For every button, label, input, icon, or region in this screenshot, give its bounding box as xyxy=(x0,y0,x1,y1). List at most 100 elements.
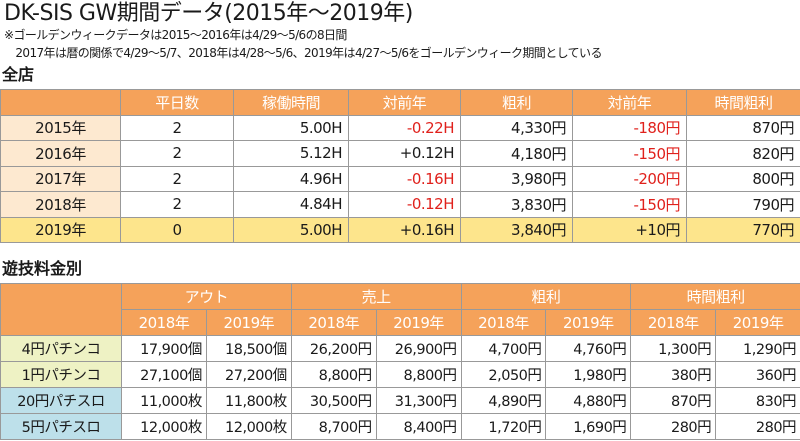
year-header: 2019年 xyxy=(715,309,800,336)
table-cell: 4,700円 xyxy=(460,335,547,362)
table-cell: 360円 xyxy=(715,361,800,388)
table-cell: 2 xyxy=(120,165,234,192)
all-stores-heading: 全店 xyxy=(2,65,35,84)
table-cell: -0.12H xyxy=(348,191,461,218)
table-row: 2018年 2 4.84H -0.12H 3,830円 -150円 790円 xyxy=(0,191,800,218)
table-cell: +0.12H xyxy=(348,140,461,167)
column-header: 対前年 xyxy=(572,89,687,116)
column-header: 稼働時間 xyxy=(233,89,349,116)
table-cell: 8,700円 xyxy=(290,413,377,440)
year-header: 2018年 xyxy=(290,309,377,336)
table-cell: -180円 xyxy=(572,114,687,141)
table-cell: 0 xyxy=(120,216,234,243)
table-cell: 820円 xyxy=(686,140,800,167)
table-row: 5円パチスロ 12,000枚 12,000枚 8,700円 8,400円 1,720円 1,… xyxy=(0,413,800,440)
table-cell: 11,000枚 xyxy=(121,387,207,414)
table-cell: 12,000枚 xyxy=(205,413,292,440)
column-header: 対前年 xyxy=(348,89,461,116)
table-row: 2015年 2 5.00H -0.22H 4,330円 -180円 870円 xyxy=(0,114,800,141)
table-row: 2017年 2 4.96H -0.16H 3,980円 -200円 800円 xyxy=(0,165,800,192)
table-cell: 4.96H xyxy=(233,165,349,192)
table-cell: 31,300円 xyxy=(375,387,462,414)
column-header: 平日数 xyxy=(120,89,234,116)
by-rate-heading: 遊技料金別 xyxy=(2,259,83,278)
year-label: 2016年 xyxy=(0,140,121,167)
table-cell: 3,980円 xyxy=(460,165,573,192)
table-cell: 830円 xyxy=(715,387,800,414)
table-cell: 280円 xyxy=(630,413,717,440)
year-label: 2017年 xyxy=(0,165,121,192)
group-header: 売上 xyxy=(290,283,462,310)
table-cell: 27,200個 xyxy=(205,361,292,388)
table-cell: 870円 xyxy=(630,387,717,414)
group-header: 粗利 xyxy=(460,283,632,310)
table-cell: +10円 xyxy=(572,216,687,243)
table-cell: 1,300円 xyxy=(630,335,717,362)
table-cell: -200円 xyxy=(572,165,687,192)
year-header: 2018年 xyxy=(121,309,207,336)
year-header: 2019年 xyxy=(205,309,292,336)
year-header: 2019年 xyxy=(545,309,632,336)
table-row: 2019年 0 5.00H +0.16H 3,840円 +10円 770円 xyxy=(0,216,800,243)
note-line-2: 2017年は暦の関係で4/29～5/7、2018年は4/28～5/6、2019年… xyxy=(4,46,602,60)
table-cell: 380円 xyxy=(630,361,717,388)
year-label: 2018年 xyxy=(0,191,121,218)
table-row: 1円パチンコ 27,100個 27,200個 8,800円 8,800円 2,050円 1,… xyxy=(0,361,800,388)
table-cell: 2,050円 xyxy=(460,361,547,388)
table-cell: 800円 xyxy=(686,165,800,192)
table-cell: 1,720円 xyxy=(460,413,547,440)
table-cell: 2 xyxy=(120,140,234,167)
table-cell: 26,900円 xyxy=(375,335,462,362)
table-cell: 280円 xyxy=(715,413,800,440)
table-cell: 4.84H xyxy=(233,191,349,218)
table-row: 2016年 2 5.12H +0.12H 4,180円 -150円 820円 xyxy=(0,140,800,167)
table-cell: 3,840円 xyxy=(460,216,573,243)
rate-label: 4円パチンコ xyxy=(0,335,122,362)
table-cell: 4,180円 xyxy=(460,140,573,167)
table-cell: 1,980円 xyxy=(545,361,632,388)
note-line-1: ※ゴールデンウィークデータは2015～2016年は4/29～5/6の8日間 xyxy=(4,28,347,42)
table-cell: 11,800枚 xyxy=(205,387,292,414)
year-header: 2018年 xyxy=(630,309,717,336)
table-cell: 2 xyxy=(120,114,234,141)
table-cell: 17,900個 xyxy=(121,335,207,362)
table-cell: 870円 xyxy=(686,114,800,141)
table-cell: 1,690円 xyxy=(545,413,632,440)
column-header: 時間粗利 xyxy=(686,89,800,116)
table-cell: 4,880円 xyxy=(545,387,632,414)
corner-cell xyxy=(0,283,122,336)
group-header: アウト xyxy=(121,283,292,310)
rate-label: 20円パチスロ xyxy=(0,387,122,414)
column-header xyxy=(0,89,121,116)
table-cell: 30,500円 xyxy=(290,387,377,414)
table-cell: -0.22H xyxy=(348,114,461,141)
table-cell: 1,290円 xyxy=(715,335,800,362)
year-header: 2019年 xyxy=(375,309,462,336)
table-cell: +0.16H xyxy=(348,216,461,243)
table-cell: 12,000枚 xyxy=(121,413,207,440)
year-header: 2018年 xyxy=(460,309,547,336)
page-title: DK-SIS GW期間データ(2015年～2019年) xyxy=(4,1,413,26)
by-rate-table: アウト 売上 粗利 時間粗利 2018年 2019年 2018年 2019年 2018年 2019… xyxy=(0,283,800,440)
all-stores-table: 平日数 稼働時間 対前年 粗利 対前年 時間粗利 2015年 2 5.00H -0.22H 4,3… xyxy=(0,89,800,243)
table-cell: 790円 xyxy=(686,191,800,218)
table-cell: 8,400円 xyxy=(375,413,462,440)
table-cell: 18,500個 xyxy=(205,335,292,362)
year-label: 2015年 xyxy=(0,114,121,141)
table-cell: 3,830円 xyxy=(460,191,573,218)
table-cell: 5.00H xyxy=(233,216,349,243)
table-row: 20円パチスロ 11,000枚 11,800枚 30,500円 31,300円 4,890… xyxy=(0,387,800,414)
table-cell: 770円 xyxy=(686,216,800,243)
table-cell: -0.16H xyxy=(348,165,461,192)
table-cell: 26,200円 xyxy=(290,335,377,362)
table-cell: 5.12H xyxy=(233,140,349,167)
table-cell: 2 xyxy=(120,191,234,218)
table-row: 4円パチンコ 17,900個 18,500個 26,200円 26,900円 4,700円… xyxy=(0,335,800,362)
table-cell: 27,100個 xyxy=(121,361,207,388)
table-cell: -150円 xyxy=(572,140,687,167)
table-cell: 4,890円 xyxy=(460,387,547,414)
table-cell: 8,800円 xyxy=(290,361,377,388)
rate-label: 5円パチスロ xyxy=(0,413,122,440)
table-cell: 8,800円 xyxy=(375,361,462,388)
table-cell: 4,760円 xyxy=(545,335,632,362)
